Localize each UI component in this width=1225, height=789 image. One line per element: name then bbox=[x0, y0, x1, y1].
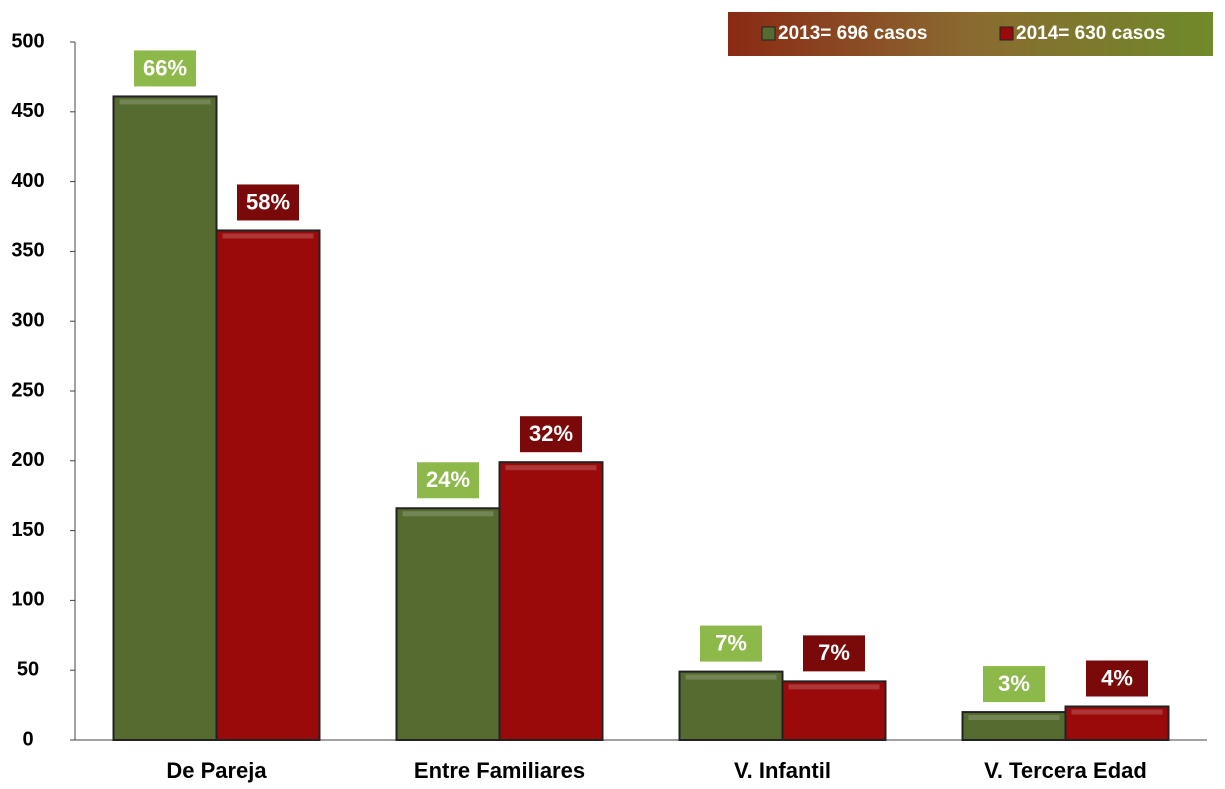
data-label: 3% bbox=[998, 671, 1030, 696]
y-tick-label: 400 bbox=[11, 170, 44, 192]
x-tick-label: V. Tercera Edad bbox=[984, 758, 1147, 783]
bar-highlight bbox=[402, 511, 494, 517]
x-tick-label: Entre Familiares bbox=[414, 758, 585, 783]
bar-highlight bbox=[685, 674, 777, 680]
bar-highlight bbox=[788, 684, 880, 690]
data-label-box bbox=[1086, 660, 1148, 697]
data-label: 24% bbox=[426, 467, 470, 492]
bar bbox=[961, 711, 1067, 742]
bar bbox=[678, 670, 784, 742]
data-label-box bbox=[803, 635, 865, 672]
data-label-box bbox=[700, 625, 762, 662]
x-tick-label: De Pareja bbox=[166, 758, 267, 783]
bar-highlight bbox=[1071, 709, 1163, 715]
legend-box bbox=[728, 12, 1213, 56]
legend-label: 2013= 696 casos bbox=[778, 23, 928, 44]
data-label: 32% bbox=[529, 421, 573, 446]
data-label-box bbox=[520, 416, 582, 453]
bar-highlight bbox=[505, 465, 597, 471]
data-label: 58% bbox=[246, 189, 290, 214]
data-label-box bbox=[237, 184, 299, 221]
data-label: 7% bbox=[715, 630, 747, 655]
bar bbox=[781, 680, 887, 741]
bar bbox=[215, 229, 321, 742]
x-tick-label: V. Infantil bbox=[734, 758, 831, 783]
bar-highlight bbox=[968, 715, 1060, 721]
legend-label: 2014= 630 casos bbox=[1016, 23, 1166, 44]
legend-swatch bbox=[761, 26, 776, 41]
y-tick-label: 250 bbox=[11, 379, 44, 401]
y-tick-label: 0 bbox=[22, 728, 33, 750]
y-tick-label: 150 bbox=[11, 519, 44, 541]
y-tick-label: 500 bbox=[11, 30, 44, 52]
y-tick-label: 300 bbox=[11, 309, 44, 331]
bar bbox=[1064, 705, 1170, 741]
bar bbox=[395, 507, 501, 741]
data-label-box bbox=[417, 462, 479, 499]
data-label-box bbox=[983, 666, 1045, 703]
data-label: 4% bbox=[1101, 665, 1133, 690]
y-tick-label: 350 bbox=[11, 240, 44, 262]
bar bbox=[112, 95, 218, 742]
y-tick-label: 100 bbox=[11, 589, 44, 611]
bar bbox=[498, 461, 604, 741]
bar-highlight bbox=[222, 233, 314, 239]
data-label: 7% bbox=[818, 640, 850, 665]
bar-highlight bbox=[119, 99, 211, 105]
data-label-box bbox=[134, 50, 196, 87]
y-tick-label: 50 bbox=[17, 658, 39, 680]
legend-swatch bbox=[999, 26, 1014, 41]
y-tick-label: 450 bbox=[11, 100, 44, 122]
data-label: 66% bbox=[143, 55, 187, 80]
y-tick-label: 200 bbox=[11, 449, 44, 471]
